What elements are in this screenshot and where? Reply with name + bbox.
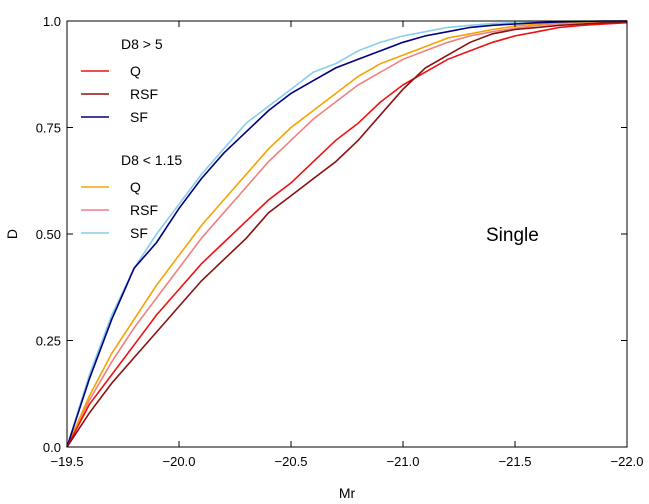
y-tick-label: 0.50 xyxy=(36,227,61,242)
x-tick-label: −19.5 xyxy=(51,454,84,469)
series-line-q-d8-lt-1-15 xyxy=(66,20,628,448)
x-tick-label: −20.0 xyxy=(163,454,196,469)
series-line-sf-d8-lt-1-15 xyxy=(66,20,627,448)
legend: D8 > 5 Q RSF SF D8 < 1.15 Q RSF SF xyxy=(81,36,182,241)
legend-label: Q xyxy=(130,63,141,79)
x-tick-label: −20.5 xyxy=(275,454,308,469)
legend-label: Q xyxy=(130,179,141,195)
x-tick-label: −21.0 xyxy=(387,454,420,469)
legend-group-title: D8 < 1.15 xyxy=(121,152,182,168)
legend-label: SF xyxy=(130,109,148,125)
series-line-rsf-d8-gt-5 xyxy=(66,21,628,448)
x-tick-label: −22.0 xyxy=(611,454,644,469)
y-tick-label: 0.0 xyxy=(43,440,61,455)
legend-group-title: D8 > 5 xyxy=(121,36,163,52)
annotation-single: Single xyxy=(486,225,539,246)
legend-label: RSF xyxy=(130,202,158,218)
y-axis-label: D xyxy=(4,229,20,239)
y-tick-label: 1.0 xyxy=(43,14,61,29)
series-line-rsf-d8-lt-1-15 xyxy=(66,20,628,448)
x-tick-label: −21.5 xyxy=(499,454,532,469)
x-axis-label: Mr xyxy=(339,485,356,501)
series-line-q-d8-gt-5 xyxy=(66,21,628,448)
ticks-layer: −19.5 −20.0 −20.5 −21.0 −21.5 −22.0 0.0 0.25 0.5… xyxy=(36,14,644,469)
y-tick-label: 0.25 xyxy=(36,334,61,349)
legend-label: SF xyxy=(130,225,148,241)
y-tick-label: 0.75 xyxy=(36,121,61,136)
legend-label: RSF xyxy=(130,86,158,102)
series-line-sf-d8-gt-5 xyxy=(66,20,627,448)
plot-background xyxy=(67,21,627,447)
